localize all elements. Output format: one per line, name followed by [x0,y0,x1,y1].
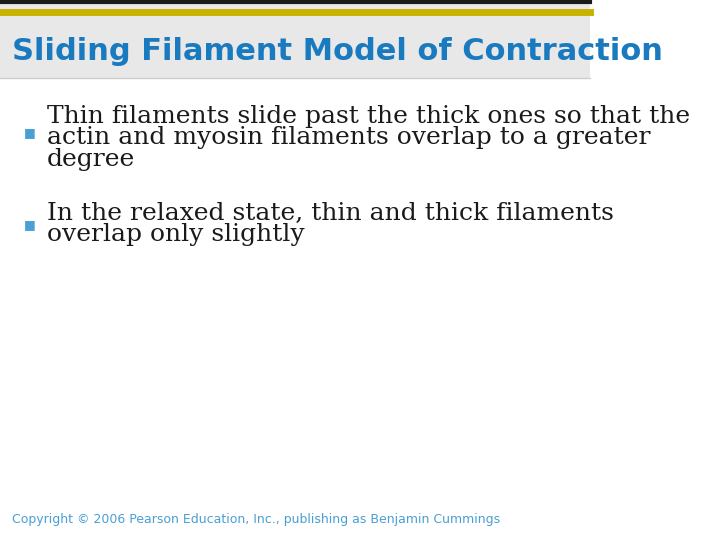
FancyBboxPatch shape [0,0,590,78]
Text: ■: ■ [24,218,35,231]
Text: Sliding Filament Model of Contraction: Sliding Filament Model of Contraction [12,37,662,66]
Text: Thin filaments slide past the thick ones so that the: Thin filaments slide past the thick ones… [48,105,690,127]
Text: In the relaxed state, thin and thick filaments: In the relaxed state, thin and thick fil… [48,202,614,225]
Text: degree: degree [48,148,135,171]
Text: overlap only slightly: overlap only slightly [48,224,305,246]
Text: actin and myosin filaments overlap to a greater: actin and myosin filaments overlap to a … [48,126,651,149]
Text: Copyright © 2006 Pearson Education, Inc., publishing as Benjamin Cummings: Copyright © 2006 Pearson Education, Inc.… [12,514,500,526]
Text: ■: ■ [24,126,35,139]
